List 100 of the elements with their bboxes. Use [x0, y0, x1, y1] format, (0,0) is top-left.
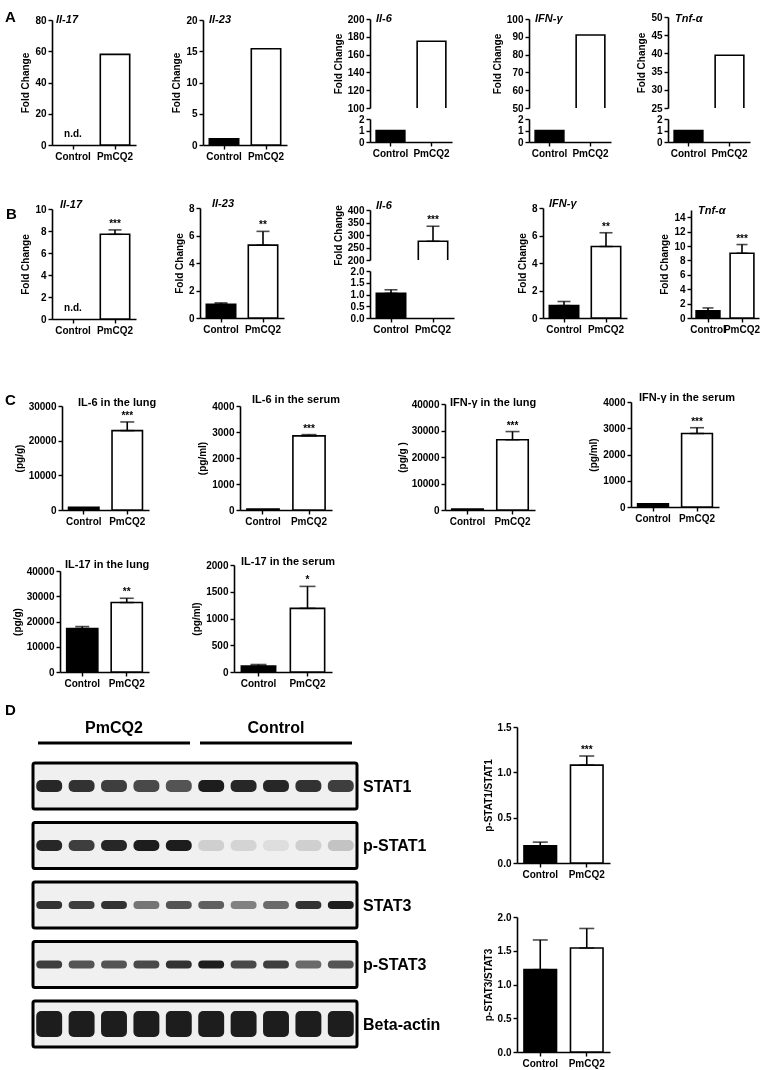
y-axis-title: (pg/ml) — [588, 438, 600, 472]
chart-title: IL-6 in the serum — [252, 393, 341, 405]
y-tick-label: 8 — [531, 202, 538, 214]
y-tick-label: 60 — [35, 45, 47, 57]
chart-title: Tnf-α — [698, 204, 727, 216]
chart-title: IFN-γ — [549, 197, 578, 209]
y-tick-label: 10000 — [28, 469, 57, 481]
category-label: Control — [247, 718, 305, 736]
x-tick-label: Control — [240, 677, 277, 689]
y-tick-label: 0 — [50, 504, 57, 516]
y-tick-label: 2 — [188, 285, 195, 296]
category-label: STAT1 — [363, 777, 412, 795]
chart-title: Il-17 — [60, 198, 83, 210]
y-tick-label: 200 — [347, 254, 365, 266]
y-tick-label: 6 — [531, 230, 538, 241]
y-axis-title: Fold Change — [491, 33, 503, 95]
chart-title: Il-17 — [56, 13, 79, 25]
text: n.d. — [64, 302, 82, 313]
y-tick-label: 2 — [679, 298, 686, 310]
y-axis-title: (pg/g) — [13, 444, 25, 473]
y-tick-label: 2 — [517, 113, 524, 125]
y-tick-label: 1000 — [212, 478, 235, 490]
y-tick-label: 6 — [679, 269, 686, 281]
y-axis-title: p-STAT1/STAT1 — [482, 758, 494, 832]
annotation: *** — [109, 217, 121, 229]
y-tick-label: 120 — [347, 84, 365, 96]
x-tick-label: Control — [531, 147, 568, 159]
y-tick-label: 0 — [48, 666, 55, 678]
text: n.d. — [64, 128, 82, 139]
y-tick-label: 20000 — [411, 451, 440, 463]
y-tick-label: 200 — [347, 13, 365, 25]
x-tick-label: PmCQ2 — [247, 150, 285, 162]
y-tick-label: 0.5 — [497, 812, 512, 824]
y-tick-label: 14 — [674, 211, 686, 223]
y-tick-label: 4 — [40, 269, 47, 281]
x-tick-label: PmCQ2 — [587, 323, 625, 335]
y-tick-label: 1 — [358, 125, 365, 136]
x-tick-label: Control — [203, 323, 239, 335]
y-tick-label: 1000 — [206, 613, 229, 624]
y-tick-label: 8 — [188, 202, 195, 214]
x-tick-label: PmCQ2 — [290, 515, 328, 527]
y-axis-title: Fold Change — [332, 33, 344, 95]
y-tick-label: 80 — [512, 49, 524, 61]
y-tick-label: 0 — [433, 504, 440, 516]
x-tick-label: PmCQ2 — [109, 515, 146, 527]
y-tick-label: 10 — [35, 203, 47, 215]
annotation: *** — [303, 422, 315, 434]
y-axis-title: Fold Change — [636, 32, 648, 94]
y-tick-label: 400 — [347, 204, 365, 216]
y-tick-label: 40000 — [411, 398, 440, 410]
y-tick-label: 4 — [188, 257, 195, 269]
category-label: p-STAT1 — [363, 837, 427, 854]
y-tick-label: 25 — [651, 102, 663, 114]
y-tick-label: 100 — [506, 13, 524, 25]
annotation: *** — [121, 409, 134, 421]
category-label: PmCQ2 — [85, 718, 143, 736]
y-axis-title: (pg/g ) — [396, 442, 408, 473]
annotation: ** — [602, 220, 610, 232]
annotation: *** — [691, 415, 703, 427]
x-tick-label: PmCQ2 — [244, 323, 282, 335]
chart-title: IL-17 in the lung — [65, 558, 150, 570]
x-tick-label: Control — [449, 515, 486, 527]
y-tick-label: 100 — [347, 102, 365, 114]
y-tick-label: 1.0 — [497, 766, 512, 778]
text: C — [5, 391, 16, 408]
y-tick-label: 8 — [40, 225, 47, 237]
chart-title: Il-23 — [212, 197, 235, 209]
x-tick-label: Control — [670, 147, 707, 159]
y-tick-label: 0 — [40, 313, 47, 325]
y-tick-label: 70 — [512, 66, 524, 78]
y-tick-label: 0 — [40, 139, 47, 151]
y-axis-title: (pg/ml) — [191, 602, 203, 636]
text: A — [5, 8, 16, 25]
y-tick-label: 2.0 — [497, 911, 512, 923]
y-tick-label: 0 — [188, 312, 195, 324]
y-tick-label: 2 — [531, 285, 538, 296]
y-tick-label: 2 — [40, 291, 47, 303]
annotation: *** — [736, 232, 748, 244]
y-tick-label: 3000 — [603, 422, 626, 434]
y-tick-label: 15 — [186, 45, 198, 57]
y-tick-label: 0 — [531, 312, 538, 324]
y-tick-label: 50 — [512, 102, 524, 114]
chart-title: IFN-γ in the lung — [450, 396, 537, 408]
y-axis-title: Fold Change — [332, 204, 344, 266]
y-axis-title: Fold Change — [659, 233, 671, 295]
y-tick-label: 0.5 — [350, 300, 365, 312]
y-tick-label: 1.5 — [350, 277, 365, 289]
y-tick-label: 0 — [228, 504, 235, 516]
y-tick-label: 4000 — [212, 400, 235, 412]
y-axis-title: Fold Change — [516, 232, 528, 294]
y-tick-label: 140 — [347, 66, 365, 78]
chart-title: IFN-γ in the serum — [639, 391, 736, 403]
annotation: * — [305, 574, 310, 586]
y-tick-label: 30000 — [28, 400, 57, 412]
y-tick-label: 0.5 — [497, 1012, 512, 1024]
y-tick-label: 2 — [656, 113, 663, 125]
y-tick-label: 90 — [512, 31, 524, 43]
annotation: ** — [259, 219, 267, 231]
y-tick-label: 180 — [347, 31, 365, 43]
chart-title: IFN-γ — [535, 12, 564, 24]
